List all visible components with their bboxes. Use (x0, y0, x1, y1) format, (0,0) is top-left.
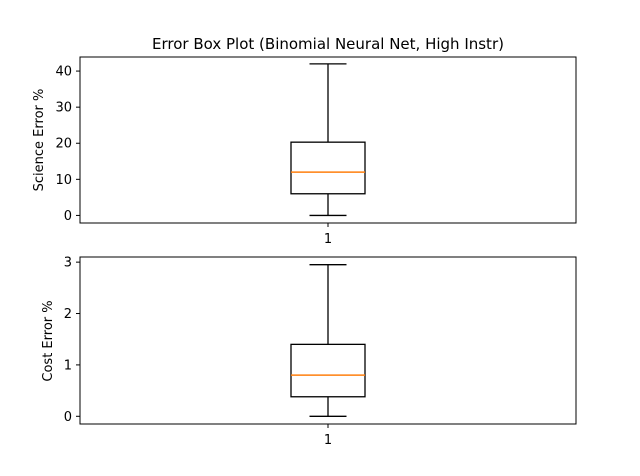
iqr-box (290, 343, 366, 398)
cost-error-panel: Cost Error % 0 1 2 3 1 (41, 256, 577, 448)
y-tick-label: 0 (64, 410, 72, 425)
boxes (290, 63, 366, 217)
y-tick-label: 20 (55, 137, 72, 152)
y-tick-label: 30 (55, 101, 72, 116)
x-tick-label: 1 (324, 433, 332, 448)
y-tick-label: 3 (64, 256, 72, 271)
y-tick-label: 40 (55, 65, 72, 80)
boxes (290, 264, 366, 417)
y-tick-label: 0 (64, 209, 72, 224)
y-tick-label: 10 (55, 173, 72, 188)
y-axis-label: Science Error % (32, 89, 47, 192)
science-error-panel: Error Box Plot (Binomial Neural Net, Hig… (32, 35, 577, 247)
x-tick-label: 1 (324, 232, 332, 247)
x-ticks: 1 (324, 424, 332, 448)
y-ticks: 0 10 20 30 40 (55, 65, 80, 224)
iqr-box (290, 141, 366, 195)
y-tick-label: 1 (64, 358, 72, 373)
chart-title: Error Box Plot (Binomial Neural Net, Hig… (152, 35, 504, 53)
y-ticks: 0 1 2 3 (64, 256, 80, 425)
y-axis-label: Cost Error % (41, 300, 56, 381)
y-tick-label: 2 (64, 307, 72, 322)
x-ticks: 1 (324, 223, 332, 247)
